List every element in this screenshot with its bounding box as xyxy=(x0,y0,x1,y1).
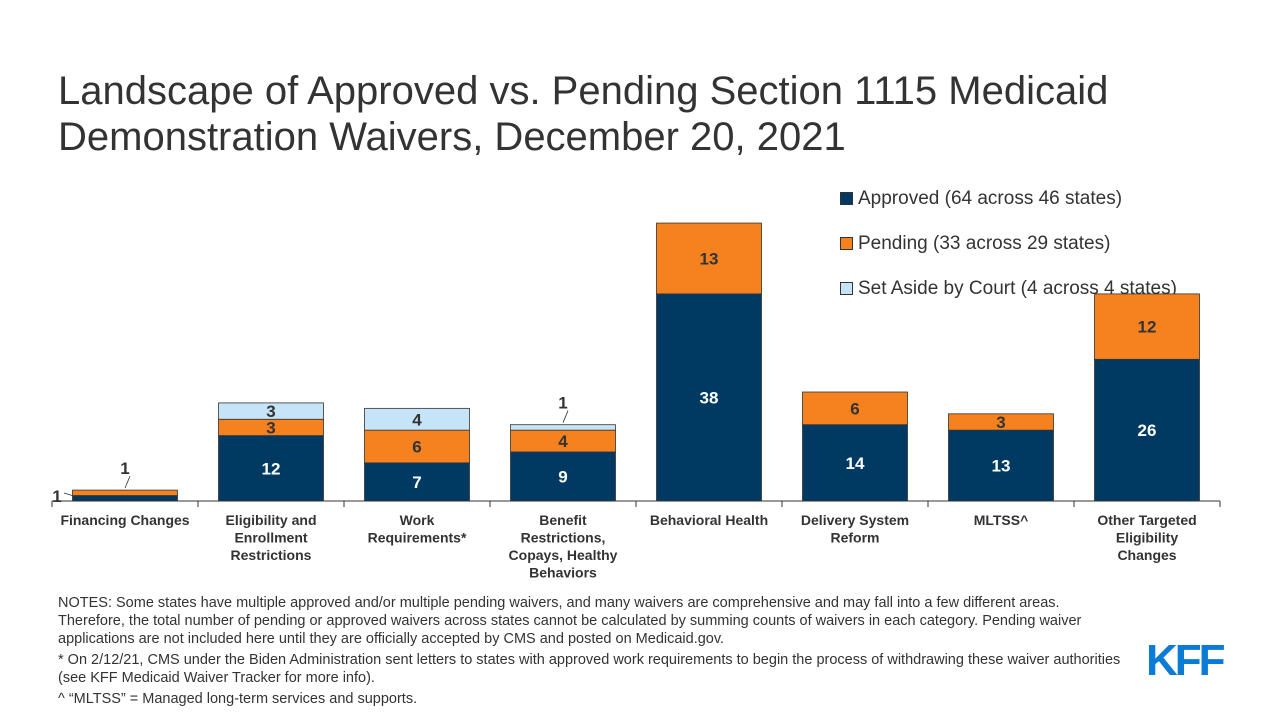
bar-segment xyxy=(364,407,470,431)
data-label: 6 xyxy=(412,438,421,457)
bar-segment xyxy=(1094,293,1200,360)
legend-swatch xyxy=(840,192,853,205)
bar-segment xyxy=(510,451,616,502)
category-label: MLTSS^ xyxy=(974,512,1029,528)
bar-segment xyxy=(510,424,616,431)
data-label: 1 xyxy=(52,487,61,506)
data-label: 12 xyxy=(1138,318,1157,337)
data-label: 13 xyxy=(992,457,1011,476)
bar-segment xyxy=(802,424,908,502)
note-work-requirements: * On 2/12/21, CMS under the Biden Admini… xyxy=(58,652,1121,686)
legend-label: Set Aside by Court (4 across 4 states) xyxy=(858,277,1177,299)
data-label: 13 xyxy=(700,249,719,268)
category-label: Benefit Restrictions, Copays, Healthy Behav… xyxy=(509,512,618,581)
note-main: NOTES: Some states have multiple approve… xyxy=(58,595,1082,647)
legend-swatch xyxy=(840,282,853,295)
data-label: 3 xyxy=(266,418,275,437)
data-label: 4 xyxy=(412,410,422,429)
category-label: Other Targeted Eligibility Changes xyxy=(1097,512,1196,563)
data-label: 7 xyxy=(412,473,421,492)
bar-segment xyxy=(656,293,762,502)
legend-item-pending: Pending (33 across 29 states) xyxy=(840,221,1177,266)
legend-item-approved: Approved (64 across 46 states) xyxy=(840,176,1177,221)
chart-title: Landscape of Approved vs. Pending Sectio… xyxy=(58,69,1109,159)
data-label: 4 xyxy=(558,432,568,451)
category-label: Work Requirements* xyxy=(368,512,467,546)
category-label: Behavioral Health xyxy=(650,512,768,528)
data-label: 12 xyxy=(262,459,281,478)
category-label: Eligibility and Enrollment Restrictions xyxy=(225,512,316,563)
bar-segment xyxy=(1094,358,1200,502)
legend-label: Pending (33 across 29 states) xyxy=(858,232,1111,254)
bar-segment xyxy=(364,462,470,502)
data-label: 6 xyxy=(850,399,859,418)
category-label: Delivery System Reform xyxy=(801,512,909,546)
category-label: Financing Changes xyxy=(60,512,189,528)
bar-segment xyxy=(72,489,178,496)
legend: Approved (64 across 46 states) Pending (… xyxy=(840,176,1177,311)
bar-segment xyxy=(218,402,324,420)
note-mltss: ^ “MLTSS” = Managed long-term services a… xyxy=(58,691,418,707)
legend-swatch xyxy=(840,237,853,250)
data-label: 3 xyxy=(266,402,275,421)
data-label: 1 xyxy=(558,394,567,413)
data-label: 3 xyxy=(996,413,1005,432)
data-label: 9 xyxy=(558,467,567,486)
leader-line xyxy=(124,475,131,489)
bar-segment xyxy=(72,495,178,502)
data-label: 26 xyxy=(1138,421,1157,440)
kff-logo: KFF xyxy=(1146,636,1226,685)
notes: NOTES: Some states have multiple approve… xyxy=(58,594,1128,711)
bar-segment xyxy=(656,222,762,295)
data-label: 14 xyxy=(846,454,865,473)
data-label: 38 xyxy=(700,388,719,407)
legend-item-set-aside: Set Aside by Court (4 across 4 states) xyxy=(840,266,1177,311)
leader-line xyxy=(562,410,569,423)
data-label: 1 xyxy=(120,459,129,478)
bar-segment xyxy=(948,413,1054,431)
bar-segment xyxy=(218,435,324,502)
bar-segment xyxy=(802,391,908,426)
legend-label: Approved (64 across 46 states) xyxy=(858,187,1123,209)
